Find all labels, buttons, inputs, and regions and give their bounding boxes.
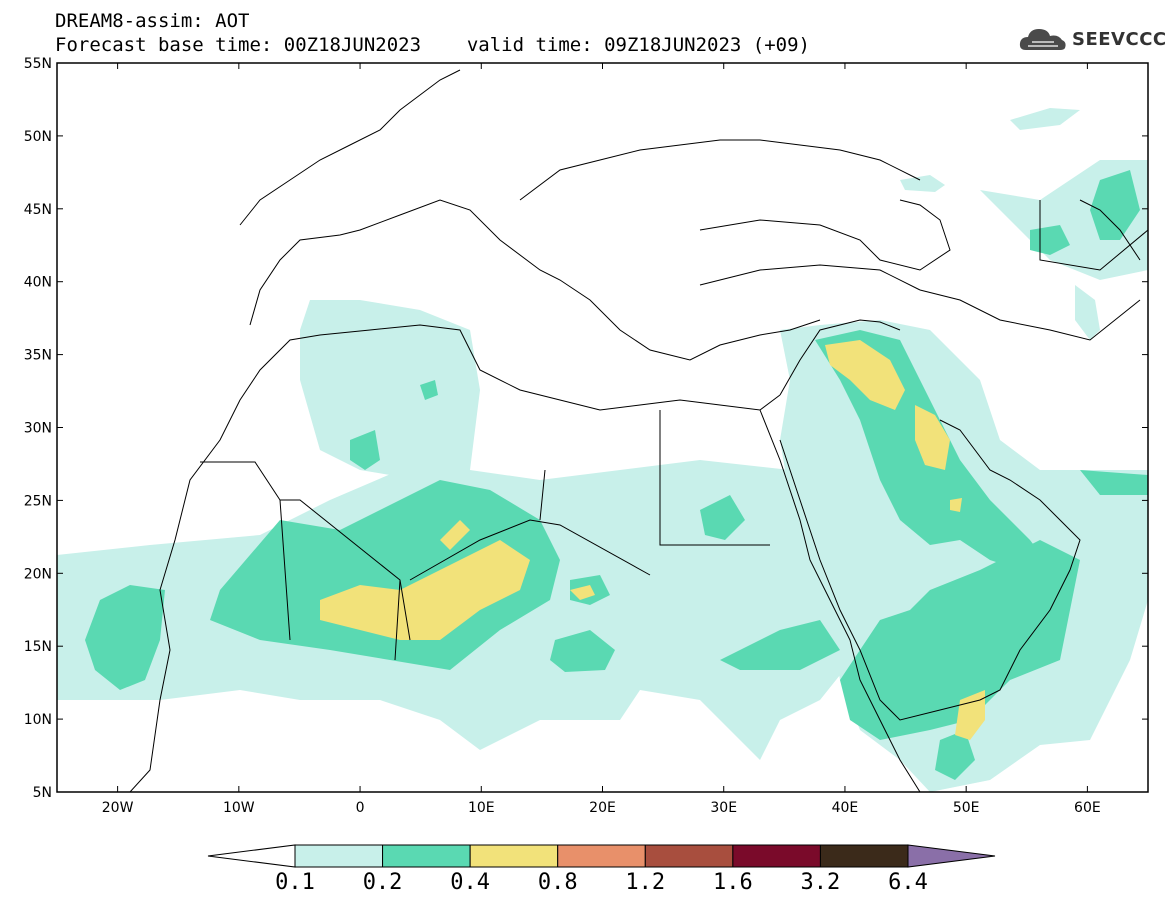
colorbar-label: 0.8 <box>537 870 578 895</box>
colorbar-label: 6.4 <box>888 870 928 895</box>
lon-label: 60E <box>1074 800 1101 816</box>
lon-label: 20W <box>102 800 134 816</box>
lon-label: 10E <box>468 800 495 816</box>
lat-label: 35N <box>24 348 52 364</box>
lat-label: 25N <box>24 493 52 509</box>
colorbar-label: 1.6 <box>712 870 753 895</box>
colorbar-high-arrow <box>907 844 996 868</box>
lat-label: 15N <box>24 639 52 655</box>
lon-label: 10W <box>223 800 255 816</box>
colorbar-box <box>294 844 384 868</box>
logo-text: SEEVCCC <box>1072 28 1165 50</box>
lat-label: 30N <box>24 421 52 437</box>
map-title: DREAM8-assim: AOT <box>55 10 250 32</box>
lat-label: 45N <box>24 202 52 218</box>
lon-axis: 20W 10W 0 10E 20E 30E 40E 50E 60E <box>102 63 1101 816</box>
base-time-label: Forecast base time: 00Z18JUN2023 <box>55 34 422 56</box>
lon-label: 50E <box>953 800 980 816</box>
forecast-time-line: Forecast base time: 00Z18JUN2023 valid t… <box>55 34 810 56</box>
colorbar-box <box>732 844 821 868</box>
lat-label: 40N <box>24 275 52 291</box>
colorbar-box <box>819 844 909 868</box>
lon-label: 20E <box>589 800 616 816</box>
seevccc-logo: SEEVCCC <box>1018 24 1165 54</box>
colorbar-label: 0.4 <box>450 870 491 895</box>
lat-label: 55N <box>24 56 52 72</box>
colorbar-box <box>644 844 734 868</box>
coastlines-borders <box>129 69 1148 792</box>
colorbar-box <box>382 844 471 868</box>
lat-label: 10N <box>24 712 52 728</box>
lat-axis: 55N 50N 45N 40N 35N 30N 25N 20N 15N 10N 5N <box>24 56 1148 801</box>
lat-label: 50N <box>24 129 52 145</box>
lon-label: 40E <box>832 800 859 816</box>
lat-label: 20N <box>24 566 52 582</box>
lon-label: 30E <box>710 800 737 816</box>
colorbar-label: 3.2 <box>800 870 841 895</box>
colorbar-label: 1.2 <box>625 870 666 895</box>
colorbar-label: 0.1 <box>275 870 315 895</box>
aot-band-0.4 <box>320 340 985 740</box>
colorbar-label: 0.2 <box>362 870 403 895</box>
colorbar-box <box>469 844 559 868</box>
colorbar-low-arrow <box>207 844 296 868</box>
aot-fields <box>57 108 1148 792</box>
cloud-icon <box>1019 29 1066 50</box>
colorbar-box <box>557 844 646 868</box>
lat-label: 5N <box>33 785 52 801</box>
colorbar <box>207 844 996 868</box>
valid-time-label: valid time: 09Z18JUN2023 (+09) <box>466 34 810 56</box>
lon-label: 0 <box>356 800 365 816</box>
